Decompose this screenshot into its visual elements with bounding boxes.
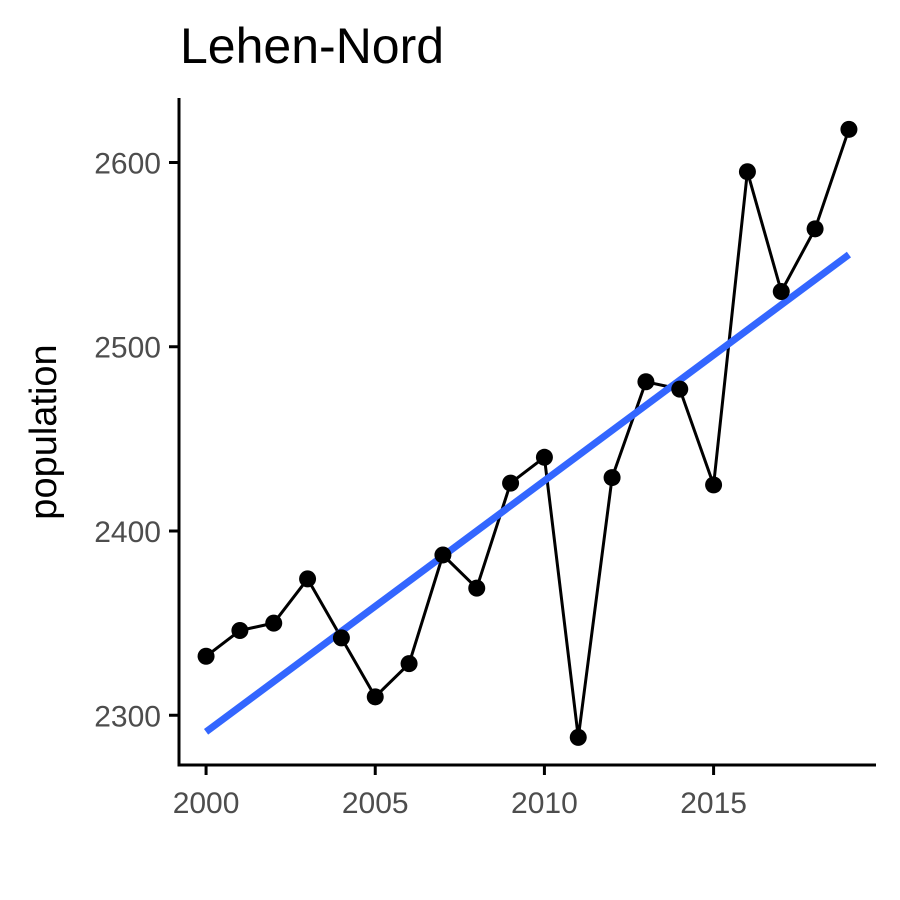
data-point — [299, 570, 317, 588]
axes — [177, 98, 876, 767]
data-point — [637, 373, 655, 391]
data-point — [840, 120, 858, 138]
data-point — [434, 546, 452, 564]
data-point — [806, 220, 824, 238]
y-axis-label: population — [23, 344, 65, 519]
x-tick-label: 2005 — [342, 787, 409, 820]
x-tick-label: 2015 — [680, 787, 747, 820]
data-point — [332, 629, 350, 647]
data-point — [197, 647, 215, 665]
data-point — [772, 282, 790, 300]
chart-title: Lehen-Nord — [180, 18, 444, 74]
y-ticks: 2300 2400 2500 2600 — [94, 147, 179, 733]
plot-area — [197, 120, 858, 746]
data-point — [671, 380, 689, 398]
data-point — [231, 621, 249, 639]
linear-trend-line — [203, 251, 852, 735]
data-point — [502, 474, 520, 492]
data-point — [366, 688, 384, 706]
data-point — [569, 728, 587, 746]
y-tick-label: 2600 — [94, 147, 161, 180]
x-tick-label: 2000 — [173, 787, 240, 820]
series-line — [205, 128, 851, 739]
y-tick-label: 2500 — [94, 332, 161, 365]
data-point — [400, 655, 418, 673]
data-point — [468, 579, 486, 597]
data-point — [535, 448, 553, 466]
data-point — [603, 469, 621, 487]
data-point — [705, 476, 723, 494]
y-tick-label: 2400 — [94, 516, 161, 549]
x-ticks: 2000 2005 2010 2015 — [173, 765, 747, 820]
data-point — [265, 614, 283, 632]
y-tick-label: 2300 — [94, 700, 161, 733]
data-point — [738, 163, 756, 181]
x-tick-label: 2010 — [511, 787, 578, 820]
